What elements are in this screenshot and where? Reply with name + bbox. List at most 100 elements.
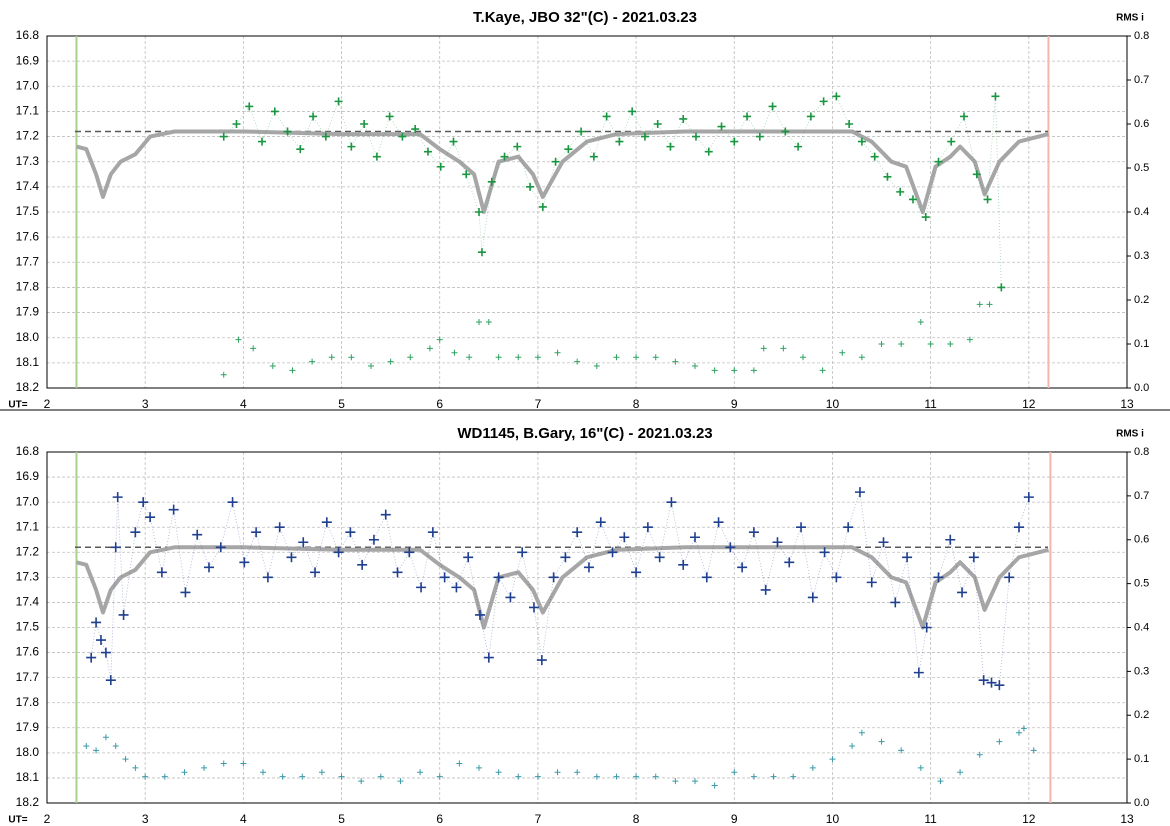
data-point (666, 142, 675, 151)
y2-tick-label: 0.8 (1134, 446, 1149, 458)
data-point (927, 341, 934, 347)
data-point (755, 132, 764, 141)
data-point (819, 97, 828, 106)
x-tick-label: 8 (633, 812, 640, 826)
data-point (613, 773, 620, 780)
y-tick-label: 17.9 (16, 720, 40, 734)
data-point (790, 773, 797, 780)
data-point (360, 120, 369, 128)
data-point (380, 509, 391, 520)
connect-line (90, 491, 1030, 686)
data-point (269, 363, 276, 369)
data-point (991, 92, 1000, 101)
y-tick-label: 17.5 (16, 204, 40, 218)
data-point (972, 170, 981, 179)
data-point (251, 527, 262, 538)
data-point (411, 125, 420, 134)
connect-line (223, 95, 1002, 288)
data-point (768, 102, 777, 111)
chart-title: T.Kaye, JBO 32"(C) - 2021.03.23 (473, 9, 697, 26)
x-tick-label: 2 (44, 812, 51, 826)
data-point (417, 769, 424, 776)
x-tick-label: 13 (1120, 812, 1134, 826)
data-point (866, 577, 877, 588)
data-point (631, 567, 642, 578)
y-tick-label: 18.0 (16, 745, 40, 759)
data-point (748, 527, 759, 538)
data-point (878, 738, 885, 745)
data-point (593, 773, 600, 780)
data-point (976, 301, 983, 308)
data-point (347, 142, 356, 151)
data-point (345, 527, 356, 538)
data-point (960, 112, 969, 121)
data-point (1016, 729, 1022, 736)
data-point (917, 319, 924, 325)
data-point (819, 367, 826, 374)
y-tick-label: 17.7 (16, 254, 40, 268)
data-point (534, 354, 541, 361)
data-point (607, 547, 618, 558)
data-point (832, 92, 841, 101)
data-point (845, 120, 854, 128)
data-point (416, 582, 427, 593)
data-point (227, 497, 238, 508)
y2-tick-label: 0.5 (1134, 162, 1149, 174)
data-point (1023, 492, 1034, 503)
data-point (613, 354, 620, 361)
data-point (730, 137, 739, 146)
data-point (849, 742, 856, 749)
x-tick-label: 7 (535, 812, 542, 826)
data-point (495, 769, 502, 776)
data-point (91, 617, 102, 628)
data-point (760, 584, 771, 595)
data-point (348, 354, 355, 361)
data-point (357, 559, 368, 570)
data-point (515, 773, 522, 780)
data-point (947, 341, 954, 347)
data-point (493, 572, 504, 583)
data-point (945, 534, 956, 545)
x-axis-label: UT= (8, 400, 27, 411)
data-point (652, 773, 659, 780)
data-point (270, 107, 279, 116)
data-point (426, 345, 433, 352)
y2-tick-label: 0.8 (1134, 30, 1149, 42)
x-tick-label: 9 (731, 397, 738, 411)
x-tick-label: 8 (633, 397, 640, 411)
data-point (451, 349, 458, 356)
data-point (717, 122, 726, 131)
data-point (181, 769, 188, 776)
data-point (957, 587, 968, 598)
y-tick-label: 17.3 (16, 570, 40, 584)
data-point (112, 742, 119, 749)
data-point (996, 738, 1003, 745)
y-tick-label: 17.6 (16, 229, 40, 243)
data-point (534, 773, 541, 780)
y-tick-label: 17.7 (16, 670, 40, 684)
data-point (878, 341, 885, 347)
y-tick-label: 17.4 (16, 595, 40, 609)
data-point (750, 773, 757, 780)
data-point (466, 354, 473, 361)
y-tick-label: 18.2 (16, 795, 40, 809)
data-point (711, 782, 718, 789)
data-point (372, 152, 381, 161)
data-point (957, 769, 964, 776)
data-point (1020, 725, 1027, 732)
data-point (913, 667, 924, 678)
data-point (807, 592, 818, 603)
y-tick-label: 17.6 (16, 645, 40, 659)
data-point (772, 537, 783, 548)
data-point (333, 547, 344, 558)
data-point (602, 112, 611, 121)
x-tick-label: 4 (240, 397, 247, 411)
data-point (476, 764, 482, 771)
data-point (858, 354, 865, 361)
data-point (500, 152, 509, 161)
data-point (477, 248, 486, 257)
data-point (589, 152, 598, 161)
data-point (843, 522, 854, 533)
data-point (436, 162, 445, 171)
data-point (760, 345, 767, 352)
